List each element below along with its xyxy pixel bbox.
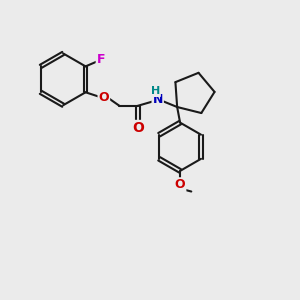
Text: F: F bbox=[97, 53, 105, 66]
Text: H: H bbox=[151, 86, 160, 96]
Text: N: N bbox=[152, 93, 163, 106]
Text: O: O bbox=[98, 91, 109, 104]
Text: O: O bbox=[175, 178, 185, 191]
Text: O: O bbox=[132, 121, 144, 135]
